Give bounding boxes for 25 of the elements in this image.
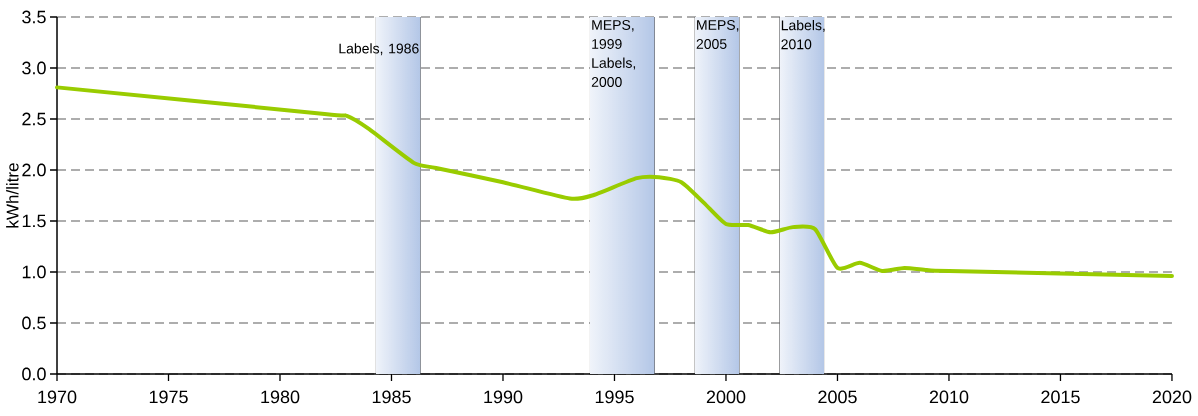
x-tick-label: 2020 (1152, 390, 1192, 404)
x-tick-label: 1995 (595, 390, 634, 404)
x-tick-label: 2010 (929, 390, 969, 404)
band-label: MEPS, 2005 (696, 19, 739, 49)
y-axis-title: kWh/litre (6, 163, 19, 228)
x-tick-label: 1985 (372, 390, 411, 404)
x-tick-label: 2000 (706, 390, 746, 404)
y-tick-label: 3.0 (22, 61, 46, 75)
y-tick-label: 2.0 (22, 163, 46, 177)
y-tick-label: 1.5 (22, 214, 46, 228)
band-label: MEPS, 1999 Labels, 2000 (591, 19, 636, 87)
y-tick-label: 0.0 (22, 367, 46, 381)
band-label: Labels, 1986 (339, 43, 419, 56)
x-tick-label: 2015 (1041, 390, 1080, 404)
line-series (55, 85, 1174, 279)
x-tick-label: 1990 (484, 390, 523, 404)
y-tick-label: 0.5 (22, 316, 46, 330)
y-tick-label: 1.0 (22, 265, 46, 279)
x-tick-label: 1980 (261, 390, 300, 404)
y-tick-label: 3.5 (22, 10, 46, 24)
x-tick-label: 2005 (818, 390, 857, 404)
y-tick-label: 2.5 (22, 112, 46, 126)
band-label: Labels, 2010 (781, 19, 825, 50)
x-tick-label: 1970 (38, 390, 77, 404)
x-tick-label: 1975 (149, 390, 188, 404)
